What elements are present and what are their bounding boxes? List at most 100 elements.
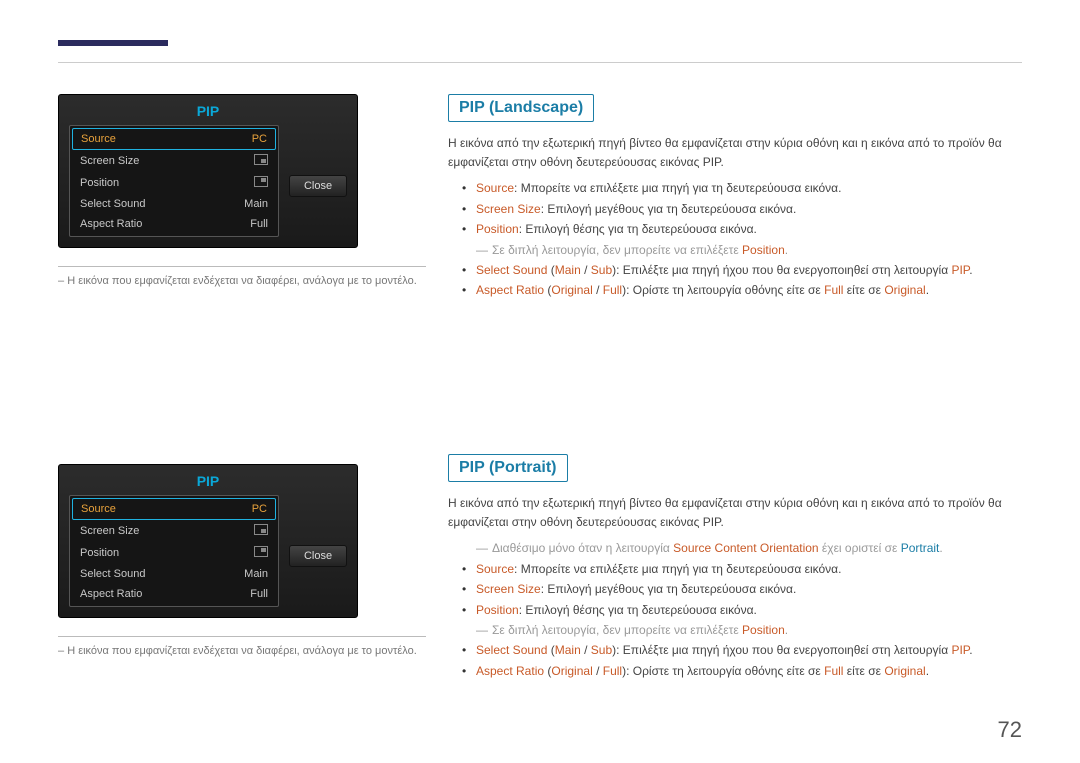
keyword: Portrait bbox=[901, 541, 940, 555]
pip-row-value: Full bbox=[250, 588, 268, 600]
bullet-text: ): Επιλέξτε μια πηγή ήχου που θα ενεργοπ… bbox=[612, 263, 951, 277]
pip-row-value: Main bbox=[244, 198, 268, 210]
section-intro: Η εικόνα από την εξωτερική πηγή βίντεο θ… bbox=[448, 134, 1022, 172]
bullet-selectsound: Select Sound (Main / Sub): Επιλέξτε μια … bbox=[476, 260, 1022, 280]
bullet-text: ): Ορίστε τη λειτουργία οθόνης είτε σε bbox=[622, 664, 824, 678]
bullet-position: Position: Επιλογή θέσης για τη δευτερεύο… bbox=[476, 600, 1022, 620]
keyword: Screen Size bbox=[476, 582, 541, 596]
close-button[interactable]: Close bbox=[289, 175, 347, 197]
pip-row-label: Screen Size bbox=[80, 155, 139, 167]
keyword: Source bbox=[476, 562, 514, 576]
sub-text: Διαθέσιμο μόνο όταν η λειτουργία bbox=[492, 541, 673, 555]
pip-row-label: Source bbox=[81, 503, 116, 515]
pip-row-label: Select Sound bbox=[80, 198, 145, 210]
bullet-text: : Επιλογή μεγέθους για τη δευτερεύουσα ε… bbox=[541, 582, 797, 596]
left-note-text: Η εικόνα που εμφανίζεται ενδέχεται να δι… bbox=[67, 275, 417, 287]
pip-menu: Source PC Screen Size Position Select So… bbox=[69, 495, 279, 607]
keyword: Screen Size bbox=[476, 202, 541, 216]
sub-note: Σε διπλή λειτουργία, δεν μπορείτε να επι… bbox=[448, 240, 1022, 260]
bullet-selectsound: Select Sound (Main / Sub): Επιλέξτε μια … bbox=[476, 640, 1022, 660]
header-accent-bar bbox=[58, 40, 168, 46]
keyword: Sub bbox=[591, 643, 612, 657]
bullet-text: : Επιλογή θέσης για τη δευτερεύουσα εικό… bbox=[519, 603, 757, 617]
bullet-source: Source: Μπορείτε να επιλέξετε μια πηγή γ… bbox=[476, 559, 1022, 579]
keyword: Full bbox=[824, 664, 843, 678]
keyword: PIP bbox=[951, 643, 969, 657]
bullet-text: ): Ορίστε τη λειτουργία οθόνης είτε σε bbox=[622, 283, 824, 297]
page-number: 72 bbox=[998, 717, 1022, 743]
bullet-text: : Μπορείτε να επιλέξετε μια πηγή για τη … bbox=[514, 181, 841, 195]
pip-row-label: Source bbox=[81, 133, 116, 145]
bullet-aspectratio: Aspect Ratio (Original / Full): Ορίστε τ… bbox=[476, 661, 1022, 681]
keyword: Main bbox=[555, 263, 581, 277]
pip-row-source[interactable]: Source PC bbox=[72, 128, 276, 150]
bullet-source: Source: Μπορείτε να επιλέξετε μια πηγή γ… bbox=[476, 178, 1022, 198]
pip-row-label: Aspect Ratio bbox=[80, 218, 142, 230]
keyword: Original bbox=[884, 664, 925, 678]
keyword: PIP bbox=[951, 263, 969, 277]
bullet-list: Select Sound (Main / Sub): Επιλέξτε μια … bbox=[448, 640, 1022, 681]
keyword: Full bbox=[603, 664, 622, 678]
bullet-list: Source: Μπορείτε να επιλέξετε μια πηγή γ… bbox=[448, 559, 1022, 620]
pip-panel-title: PIP bbox=[69, 473, 347, 489]
bullet-text: : Επιλογή θέσης για τη δευτερεύουσα εικό… bbox=[519, 222, 757, 236]
section-portrait: PIP (Portrait) Η εικόνα από την εξωτερικ… bbox=[448, 454, 1022, 681]
pip-row-value: PC bbox=[252, 133, 267, 145]
bullet-aspectratio: Aspect Ratio (Original / Full): Ορίστε τ… bbox=[476, 280, 1022, 300]
rect-br-icon bbox=[254, 524, 268, 538]
keyword: Main bbox=[555, 643, 581, 657]
bullet-position: Position: Επιλογή θέσης για τη δευτερεύο… bbox=[476, 219, 1022, 239]
left-note-text: Η εικόνα που εμφανίζεται ενδέχεται να δι… bbox=[67, 645, 417, 657]
keyword: Position bbox=[476, 222, 519, 236]
section-intro: Η εικόνα από την εξωτερική πηγή βίντεο θ… bbox=[448, 494, 1022, 532]
keyword: Select Sound bbox=[476, 643, 547, 657]
keyword: Source bbox=[476, 181, 514, 195]
keyword: Original bbox=[884, 283, 925, 297]
pip-row-position[interactable]: Position bbox=[72, 172, 276, 194]
pip-panel-portrait: PIP Source PC Screen Size Position Selec… bbox=[58, 464, 358, 618]
bullet-list: Select Sound (Main / Sub): Επιλέξτε μια … bbox=[448, 260, 1022, 301]
bullet-screensize: Screen Size: Επιλογή μεγέθους για τη δευ… bbox=[476, 199, 1022, 219]
bullet-text: είτε σε bbox=[843, 664, 884, 678]
left-note: – Η εικόνα που εμφανίζεται ενδέχεται να … bbox=[58, 266, 426, 287]
keyword: Position bbox=[742, 623, 785, 637]
pip-row-label: Position bbox=[80, 547, 119, 559]
keyword: Full bbox=[824, 283, 843, 297]
pip-row-label: Aspect Ratio bbox=[80, 588, 142, 600]
sub-text: . bbox=[785, 243, 788, 257]
pip-panel-landscape: PIP Source PC Screen Size Position Selec… bbox=[58, 94, 358, 248]
pip-row-selectsound[interactable]: Select Sound Main bbox=[72, 194, 276, 214]
bullet-text: είτε σε bbox=[843, 283, 884, 297]
section-title: PIP (Portrait) bbox=[448, 454, 568, 482]
keyword: Select Sound bbox=[476, 263, 547, 277]
sub-text: έχει οριστεί σε bbox=[819, 541, 901, 555]
pip-menu: Source PC Screen Size Position Select So… bbox=[69, 125, 279, 237]
pip-row-selectsound[interactable]: Select Sound Main bbox=[72, 564, 276, 584]
pip-row-aspectratio[interactable]: Aspect Ratio Full bbox=[72, 214, 276, 234]
bullet-screensize: Screen Size: Επιλογή μεγέθους για τη δευ… bbox=[476, 579, 1022, 599]
keyword: Aspect Ratio bbox=[476, 664, 544, 678]
keyword: Position bbox=[742, 243, 785, 257]
close-button[interactable]: Close bbox=[289, 545, 347, 567]
pip-row-position[interactable]: Position bbox=[72, 542, 276, 564]
pip-row-source[interactable]: Source PC bbox=[72, 498, 276, 520]
pip-row-label: Select Sound bbox=[80, 568, 145, 580]
pip-row-value: PC bbox=[252, 503, 267, 515]
bullet-text: : Επιλογή μεγέθους για τη δευτερεύουσα ε… bbox=[541, 202, 797, 216]
keyword: Original bbox=[551, 283, 592, 297]
keyword: Position bbox=[476, 603, 519, 617]
header-hairline bbox=[58, 62, 1022, 63]
rect-tr-icon bbox=[254, 176, 268, 190]
sub-text: Σε διπλή λειτουργία, δεν μπορείτε να επι… bbox=[492, 623, 742, 637]
sub-text: Σε διπλή λειτουργία, δεν μπορείτε να επι… bbox=[492, 243, 742, 257]
pip-row-label: Screen Size bbox=[80, 525, 139, 537]
pip-row-aspectratio[interactable]: Aspect Ratio Full bbox=[72, 584, 276, 604]
pip-row-screensize[interactable]: Screen Size bbox=[72, 150, 276, 172]
keyword: Aspect Ratio bbox=[476, 283, 544, 297]
bullet-text: ): Επιλέξτε μια πηγή ήχου που θα ενεργοπ… bbox=[612, 643, 951, 657]
pip-row-value: Main bbox=[244, 568, 268, 580]
sub-note-avail: Διαθέσιμο μόνο όταν η λειτουργία Source … bbox=[448, 538, 1022, 558]
left-block-landscape: PIP Source PC Screen Size Position Selec… bbox=[58, 94, 426, 287]
pip-row-screensize[interactable]: Screen Size bbox=[72, 520, 276, 542]
section-title: PIP (Landscape) bbox=[448, 94, 594, 122]
